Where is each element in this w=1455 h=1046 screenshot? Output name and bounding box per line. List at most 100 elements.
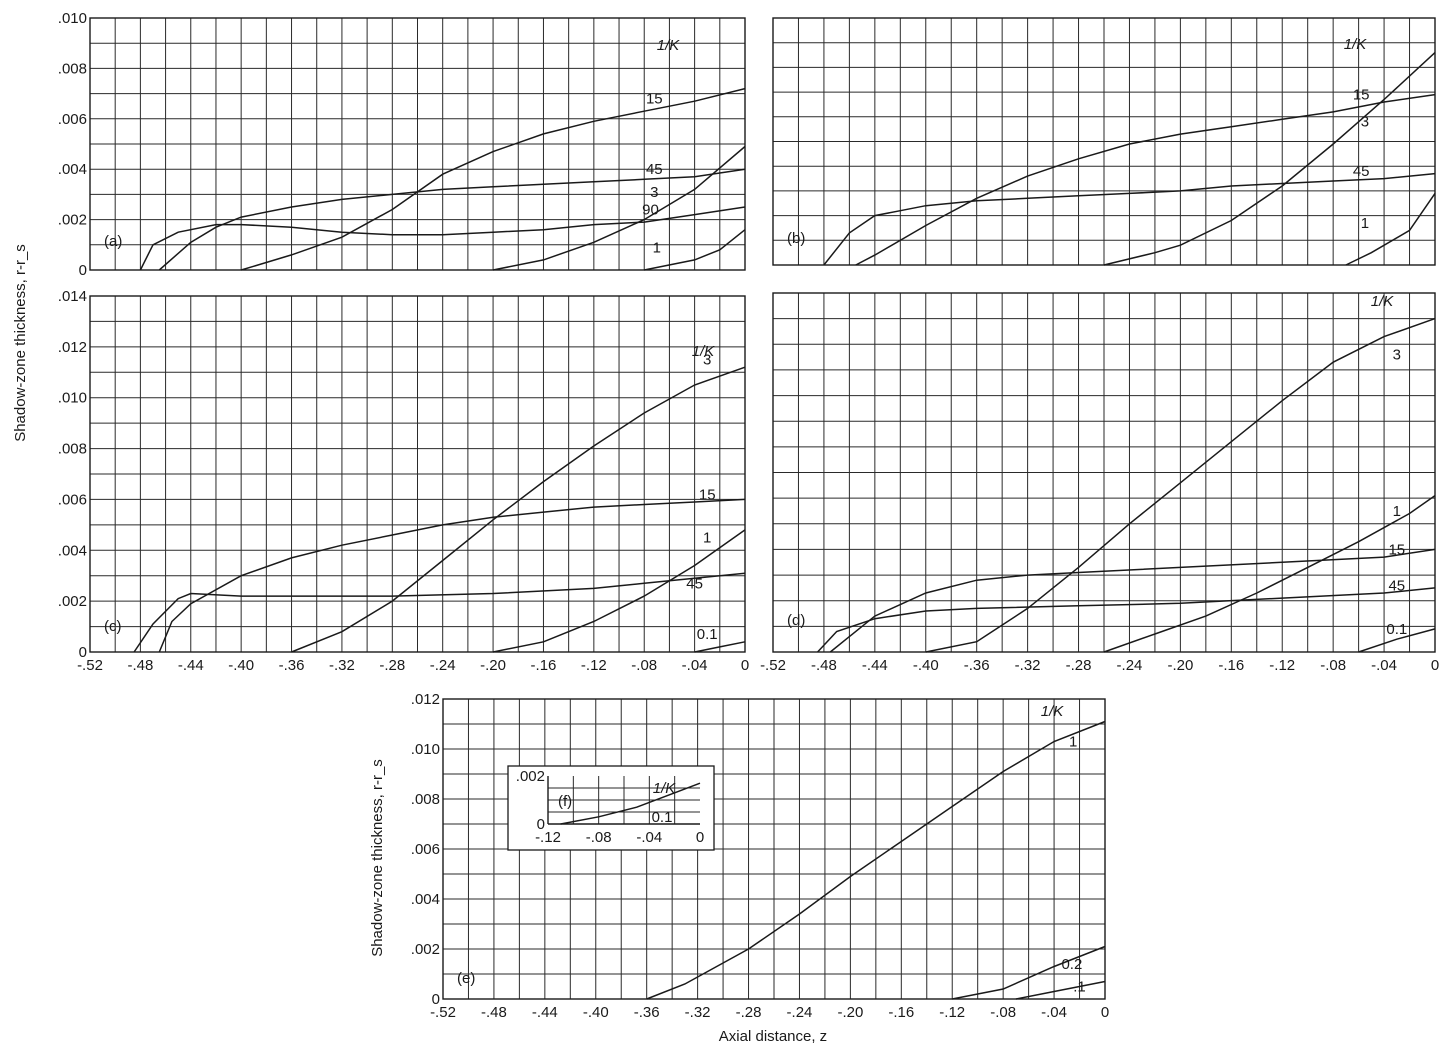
x-tick-label: -.28	[736, 1004, 762, 1021]
x-tick-label: -.08	[586, 829, 612, 846]
panel-label: (a)	[104, 233, 122, 250]
y-axis-title-top: Shadow-zone thickness, r-r_s	[12, 244, 29, 442]
y-tick-label: 0	[537, 816, 545, 833]
inset-box	[507, 765, 715, 851]
y-tick-label: .004	[58, 161, 87, 178]
series-line-e-1	[646, 720, 1106, 1000]
x-tick-label: -.08	[1320, 657, 1346, 674]
panel-d: -.52 -.48 -.44 -.40 -.36 -.32 -.28 -.24 -.20 -.16…	[760, 292, 1439, 674]
x-tick-label: -.24	[1117, 657, 1143, 674]
x-tick-label: -.40	[228, 657, 254, 674]
series-label: 15	[699, 486, 716, 503]
x-tick-label: -.32	[685, 1004, 711, 1021]
x-tick-label: -.28	[1066, 657, 1092, 674]
series-label: 3	[703, 352, 711, 369]
series-label: 0.1	[1386, 621, 1407, 638]
y-tick-label: .006	[58, 111, 87, 128]
x-tick-label: -.04	[682, 657, 708, 674]
series-line-c-1	[492, 529, 746, 653]
series-label: 45	[686, 575, 703, 592]
x-tick-label: -.24	[430, 657, 456, 674]
series-line-a-90	[139, 206, 746, 271]
y-tick-label: .002	[516, 768, 545, 785]
series-line-d-1	[1103, 494, 1436, 653]
x-tick-label: -.48	[811, 657, 837, 674]
series-label: 90	[642, 202, 659, 219]
x-tick-label: -.32	[1015, 657, 1041, 674]
y-tick-label: .010	[58, 10, 87, 27]
series-line-c-45	[133, 572, 746, 653]
y-tick-label: .002	[411, 941, 440, 958]
x-tick-label: -.04	[1371, 657, 1397, 674]
x-tick-label: -.44	[178, 657, 204, 674]
series-line-a-15	[240, 87, 746, 271]
x-tick-label: -.20	[837, 1004, 863, 1021]
y-tick-label: .004	[58, 542, 87, 559]
series-label: 0.2	[1061, 956, 1082, 973]
series-label: 1	[653, 239, 661, 256]
series-label: 45	[1388, 577, 1405, 594]
y-tick-label: .010	[411, 741, 440, 758]
x-tick-label: -.16	[888, 1004, 914, 1021]
x-tick-label: -.44	[862, 657, 888, 674]
x-tick-label: -.36	[279, 657, 305, 674]
series-line-b-45	[823, 172, 1436, 266]
series-label: 3	[650, 184, 658, 201]
series-label: 15	[646, 91, 663, 108]
legend-title: 1/K	[1041, 703, 1065, 720]
x-tick-label: -.08	[631, 657, 657, 674]
panel-label: (f)	[558, 793, 572, 810]
x-tick-label: 0	[1101, 1004, 1109, 1021]
series-label: .1	[1073, 979, 1086, 996]
y-tick-label: .012	[411, 691, 440, 708]
y-tick-label: .008	[411, 791, 440, 808]
y-tick-label: .008	[58, 60, 87, 77]
plot-frame	[89, 17, 746, 271]
legend-title: 1/K	[1344, 36, 1368, 53]
x-tick-label: -.12	[535, 829, 561, 846]
y-tick-label: .006	[411, 841, 440, 858]
x-tick-label: -.20	[480, 657, 506, 674]
series-label: 0.1	[652, 809, 673, 826]
panel-label: (d)	[787, 612, 805, 629]
series-label: 1	[703, 530, 711, 547]
panel-label: (e)	[457, 970, 475, 987]
x-tick-label: -.52	[77, 657, 103, 674]
series-line-b-15	[855, 93, 1436, 266]
x-tick-label: -.28	[379, 657, 405, 674]
series-line-d-3	[925, 317, 1436, 653]
grid	[90, 18, 745, 270]
grid	[548, 776, 700, 824]
grid	[90, 296, 745, 652]
series-label: 15	[1388, 541, 1405, 558]
y-tick-label: .004	[411, 891, 440, 908]
x-tick-label: -.12	[1269, 657, 1295, 674]
series-label: 1	[1069, 734, 1077, 751]
x-tick-label: -.12	[939, 1004, 965, 1021]
plot-frame	[442, 698, 1106, 1000]
y-tick-label: .012	[58, 339, 87, 356]
x-tick-label: -.24	[787, 1004, 813, 1021]
series-line-f-0p1	[560, 782, 701, 825]
series-label: 1	[1361, 215, 1369, 232]
x-tick-label: -.48	[481, 1004, 507, 1021]
series-label: 1	[1393, 503, 1401, 520]
series-label: 3	[1393, 347, 1401, 364]
x-tick-label: -.40	[913, 657, 939, 674]
y-tick-label: .014	[58, 288, 87, 305]
x-tick-label: -.16	[1218, 657, 1244, 674]
series-line-d-15	[829, 548, 1436, 653]
x-tick-label: -.40	[583, 1004, 609, 1021]
y-tick-label: 0	[79, 262, 87, 279]
legend-title: 1/K	[692, 343, 716, 360]
series-line-e-p1	[1015, 980, 1106, 1000]
series-line-a-45	[158, 168, 746, 271]
legend-title: 1/K	[653, 780, 677, 797]
series-line-e-0p2	[952, 945, 1106, 1000]
series-line-c-15	[158, 498, 746, 653]
x-tick-label: -.48	[127, 657, 153, 674]
series-line-d-45	[817, 587, 1436, 653]
panel-label: (c)	[104, 618, 122, 635]
